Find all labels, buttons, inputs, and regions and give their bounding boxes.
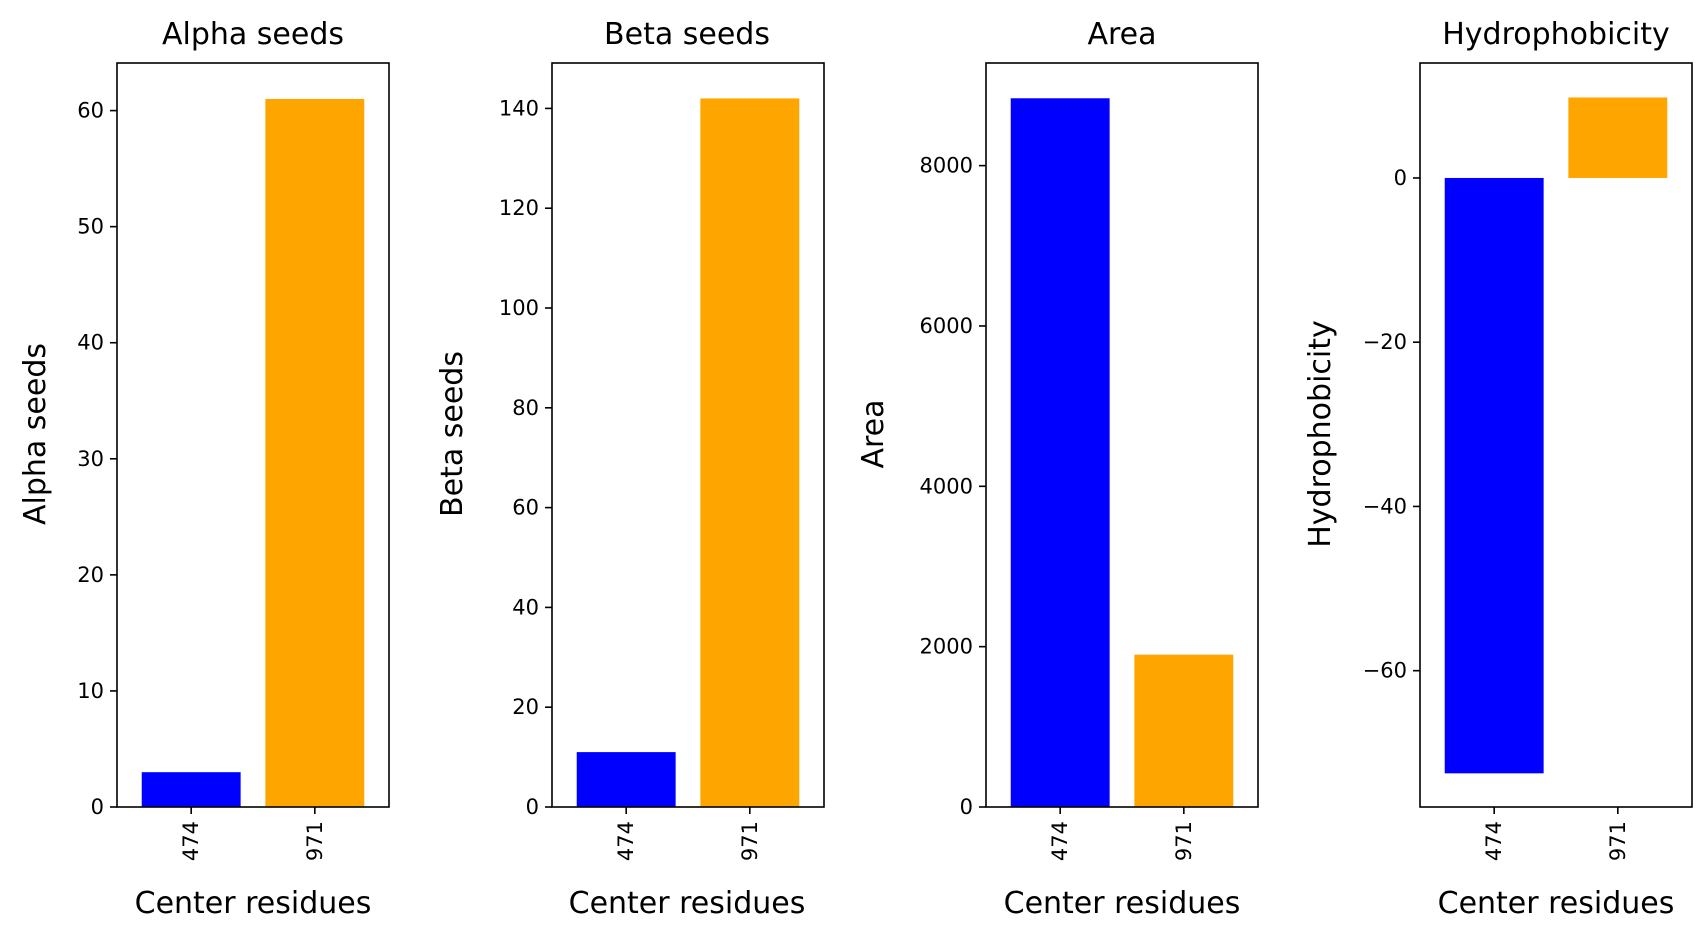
axes-frame (116, 62, 390, 808)
y-tick-label: 60 (512, 496, 539, 520)
bar-971 (265, 98, 365, 808)
plot-area: 0 20 40 60 80 100 120 140 474 971 (499, 62, 825, 861)
x-axis-label: Center residues (569, 886, 806, 921)
y-tick-label: 140 (499, 96, 539, 120)
chart-title: Alpha seeds (162, 17, 344, 52)
chart-title: Area (1087, 17, 1156, 52)
y-tick-label: −60 (1363, 659, 1407, 683)
subplot-area: Area Area Center residues 0 2000 4000 6000 8… (856, 17, 1259, 921)
x-tick-label: 971 (303, 821, 327, 861)
y-tick-label: 100 (499, 296, 539, 320)
bar-474 (1010, 98, 1110, 807)
y-tick-label: 120 (499, 196, 539, 220)
y-tick-label: 0 (1394, 166, 1407, 190)
x-axis-label: Center residues (1438, 886, 1675, 921)
y-tick-label: 10 (77, 679, 104, 703)
y-tick-label: 20 (512, 695, 539, 719)
y-tick-label: 0 (526, 795, 539, 819)
bar-971 (1134, 654, 1234, 807)
chart-title: Hydrophobicity (1442, 17, 1670, 52)
y-tick-label: −40 (1363, 494, 1407, 518)
axes-frame (1419, 62, 1693, 808)
y-axis-label: Hydrophobicity (1303, 320, 1338, 548)
x-axis-label: Center residues (135, 886, 372, 921)
y-tick-label: 0 (960, 795, 973, 819)
y-tick-label: −20 (1363, 330, 1407, 354)
subplot-hydrophobicity: Hydrophobicity Hydrophobicity Center res… (1303, 17, 1693, 921)
y-tick-label: 0 (91, 795, 104, 819)
y-tick-label: 60 (77, 99, 104, 123)
bar-474 (1444, 177, 1544, 774)
x-tick-label: 971 (738, 821, 762, 861)
y-tick-label: 6000 (920, 314, 973, 338)
y-tick-label: 50 (77, 215, 104, 239)
axes-frame (985, 62, 1259, 808)
y-axis-label: Area (856, 399, 891, 468)
x-axis-label: Center residues (1004, 886, 1241, 921)
bar-474 (141, 772, 241, 807)
bar-474 (576, 752, 676, 807)
bar-971 (1568, 97, 1668, 178)
plot-area: 0 10 20 30 40 50 60 474 971 (77, 62, 390, 861)
y-tick-label: 30 (77, 447, 104, 471)
x-tick-label: 474 (179, 821, 203, 861)
subplot-alpha-seeds: Alpha seeds Alpha seeds Center residues … (18, 17, 390, 921)
axes-frame (551, 62, 825, 808)
chart-title: Beta seeds (604, 17, 770, 52)
y-tick-label: 4000 (920, 474, 973, 498)
y-axis-label: Beta seeds (435, 351, 470, 517)
subplot-beta-seeds: Beta seeds Beta seeds Center residues 0 2… (435, 17, 825, 921)
y-axis-label: Alpha seeds (18, 343, 53, 525)
x-tick-label: 971 (1606, 821, 1630, 861)
x-tick-label: 971 (1172, 821, 1196, 861)
y-tick-label: 80 (512, 396, 539, 420)
y-tick-label: 20 (77, 563, 104, 587)
x-tick-label: 474 (1048, 821, 1072, 861)
y-tick-label: 8000 (920, 154, 973, 178)
plot-area: 0 2000 4000 6000 8000 474 971 (920, 62, 1259, 861)
bar-971 (700, 98, 800, 807)
x-tick-label: 474 (614, 821, 638, 861)
plot-area: −60 −40 −20 0 474 971 (1363, 62, 1693, 861)
y-tick-label: 2000 (920, 635, 973, 659)
x-tick-label: 474 (1482, 821, 1506, 861)
y-tick-label: 40 (77, 331, 104, 355)
y-tick-label: 40 (512, 595, 539, 619)
